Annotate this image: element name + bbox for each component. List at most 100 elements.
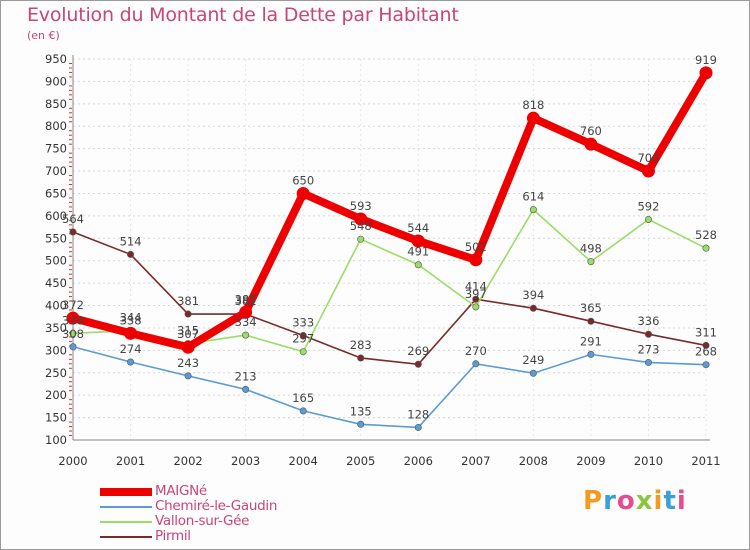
data-label: 243 bbox=[177, 356, 199, 370]
y-tick-label: 150 bbox=[45, 411, 67, 425]
x-tick-label: 2005 bbox=[346, 454, 375, 468]
data-point bbox=[354, 212, 368, 226]
data-label: 700 bbox=[637, 151, 659, 165]
y-tick-label: 900 bbox=[45, 74, 67, 88]
data-point bbox=[181, 340, 195, 354]
data-label: 135 bbox=[350, 404, 372, 418]
data-point bbox=[124, 326, 138, 340]
logo-letter: i bbox=[653, 486, 664, 516]
data-point bbox=[529, 369, 537, 377]
logo-letter: x bbox=[635, 486, 654, 516]
data-point bbox=[299, 348, 307, 356]
data-label: 502 bbox=[465, 240, 487, 254]
logo-letter: i bbox=[676, 486, 687, 516]
data-label: 315 bbox=[177, 324, 199, 338]
data-label: 491 bbox=[407, 245, 429, 259]
data-point bbox=[357, 235, 365, 243]
x-tick-label: 2007 bbox=[461, 454, 490, 468]
data-point bbox=[357, 354, 365, 362]
y-tick-label: 100 bbox=[45, 433, 67, 447]
data-label: 385 bbox=[235, 292, 257, 306]
data-label: 213 bbox=[235, 369, 257, 383]
data-point bbox=[526, 111, 540, 125]
y-tick-label: 950 bbox=[45, 52, 67, 66]
data-point bbox=[69, 329, 77, 337]
data-label: 338 bbox=[62, 313, 84, 327]
data-label: 311 bbox=[695, 325, 717, 339]
data-point bbox=[69, 228, 77, 236]
data-label: 273 bbox=[637, 342, 659, 356]
data-point bbox=[357, 420, 365, 428]
data-label: 498 bbox=[580, 242, 602, 256]
data-label: 268 bbox=[695, 345, 717, 359]
data-label: 650 bbox=[292, 173, 314, 187]
y-tick-label: 850 bbox=[45, 97, 67, 111]
chart-title: Evolution du Montant de la Dette par Hab… bbox=[27, 4, 459, 26]
data-point bbox=[184, 372, 192, 380]
legend-label: Vallon-sur-Gée bbox=[155, 513, 250, 529]
y-tick-label: 550 bbox=[45, 231, 67, 245]
legend-swatch bbox=[100, 536, 152, 538]
y-tick-label: 600 bbox=[45, 209, 67, 223]
data-label: 333 bbox=[292, 316, 314, 330]
data-point bbox=[702, 244, 710, 252]
data-label: 514 bbox=[120, 234, 142, 248]
data-point bbox=[414, 423, 422, 431]
x-tick-label: 2006 bbox=[404, 454, 433, 468]
series-1 bbox=[69, 343, 710, 431]
data-point bbox=[587, 317, 595, 325]
data-label: 544 bbox=[407, 221, 429, 235]
x-tick-label: 2003 bbox=[231, 454, 260, 468]
legend-label: Chemiré-le-Gaudin bbox=[155, 498, 278, 514]
data-point bbox=[299, 407, 307, 415]
series-3 bbox=[69, 228, 710, 368]
data-label: 372 bbox=[62, 298, 84, 312]
data-point bbox=[299, 332, 307, 340]
y-tick-label: 500 bbox=[45, 254, 67, 268]
data-label: 381 bbox=[235, 294, 257, 308]
data-point bbox=[584, 137, 598, 151]
x-tick-label: 2002 bbox=[173, 454, 202, 468]
data-point bbox=[69, 343, 77, 351]
data-point bbox=[414, 261, 422, 269]
x-tick-label: 2009 bbox=[576, 454, 605, 468]
data-point bbox=[411, 234, 425, 248]
y-tick-label: 800 bbox=[45, 119, 67, 133]
data-label: 269 bbox=[407, 344, 429, 358]
data-label: 365 bbox=[580, 301, 602, 315]
data-label: 528 bbox=[695, 228, 717, 242]
data-label: 397 bbox=[465, 287, 487, 301]
data-point bbox=[242, 385, 250, 393]
data-point bbox=[414, 360, 422, 368]
legend-swatch bbox=[100, 488, 152, 496]
data-label: 548 bbox=[350, 219, 372, 233]
data-label: 297 bbox=[292, 332, 314, 346]
data-point bbox=[587, 258, 595, 266]
logo-letter: r bbox=[603, 486, 617, 516]
data-label: 592 bbox=[637, 199, 659, 213]
data-point bbox=[702, 361, 710, 369]
data-point bbox=[66, 311, 80, 325]
data-label: 818 bbox=[522, 98, 544, 112]
data-label: 307 bbox=[177, 327, 199, 341]
data-label: 270 bbox=[465, 344, 487, 358]
legend-swatch bbox=[100, 521, 152, 523]
x-tick-label: 2004 bbox=[289, 454, 318, 468]
axes bbox=[69, 55, 710, 441]
x-tick-label: 2008 bbox=[519, 454, 548, 468]
x-tick-label: 2011 bbox=[691, 454, 720, 468]
data-label: 283 bbox=[350, 338, 372, 352]
y-tick-label: 650 bbox=[45, 186, 67, 200]
data-label: 919 bbox=[695, 53, 717, 67]
data-point bbox=[472, 360, 480, 368]
data-label: 381 bbox=[177, 294, 199, 308]
data-label: 334 bbox=[235, 315, 257, 329]
data-point bbox=[644, 358, 652, 366]
y-tick-label: 200 bbox=[45, 388, 67, 402]
data-label: 564 bbox=[62, 212, 84, 226]
data-point bbox=[242, 331, 250, 339]
series-line bbox=[72, 345, 707, 429]
y-tick-label: 250 bbox=[45, 366, 67, 380]
x-tick-label: 2000 bbox=[58, 454, 87, 468]
